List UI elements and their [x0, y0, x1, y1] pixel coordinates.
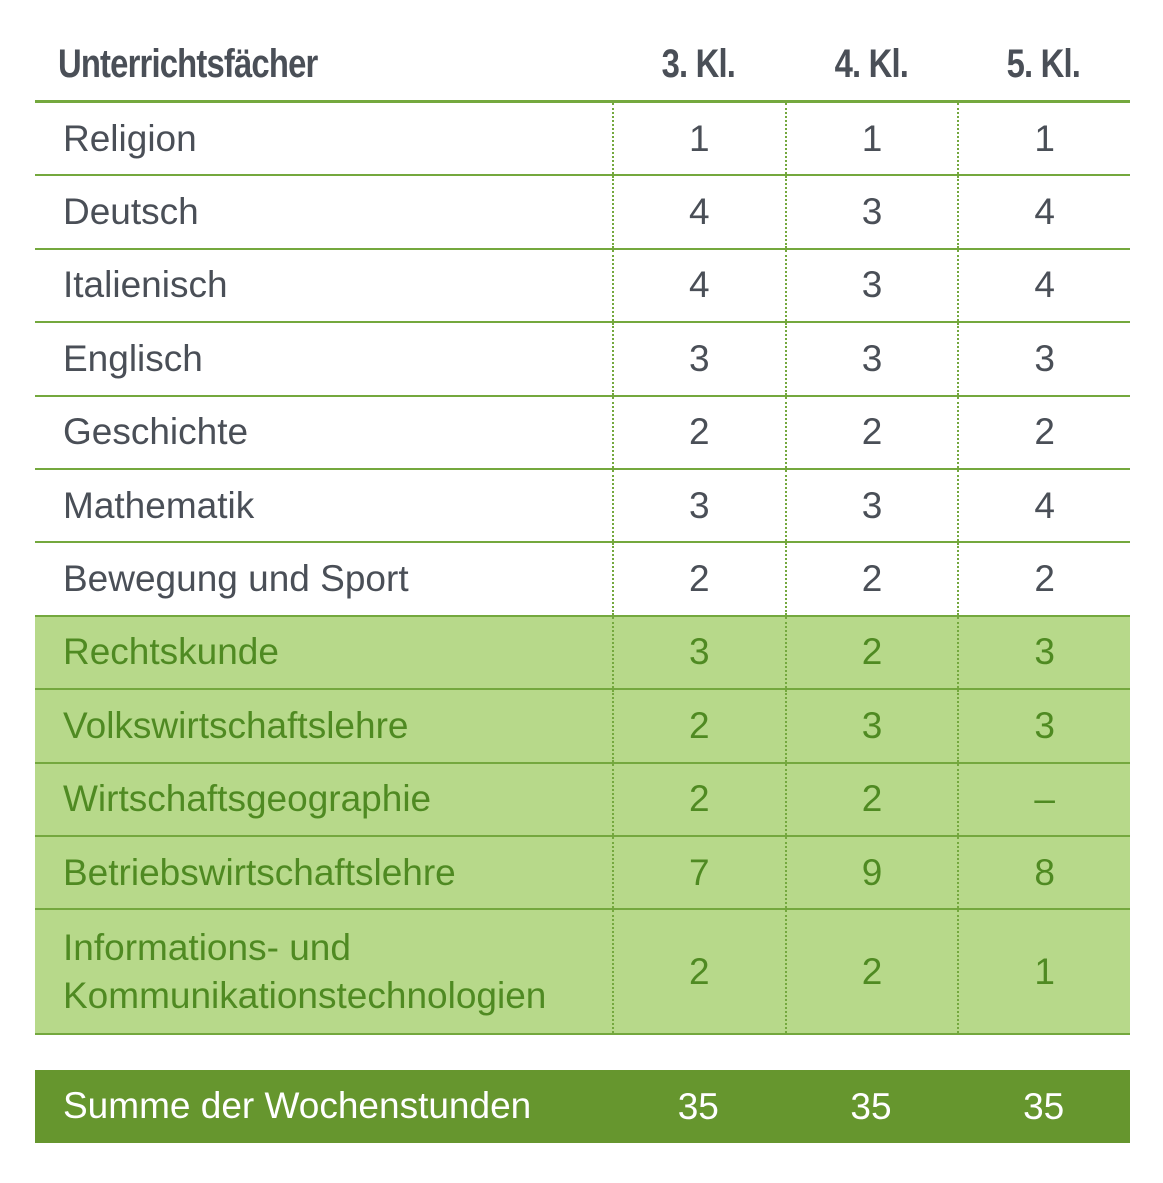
subject-name: Bewegung und Sport	[63, 557, 409, 599]
header-grade-5: 5. Kl.	[1006, 41, 1081, 86]
subject-name-line-2: Kommunikationstechnologien	[63, 974, 547, 1016]
table-row-highlighted: Informations- und Kommunikationstechnolo…	[35, 910, 1130, 1036]
table-row: Bewegung und Sport 2 2 2	[35, 543, 1130, 617]
hours-grade-3: 4	[611, 176, 785, 248]
header-grade-4: 4. Kl.	[834, 41, 908, 86]
subject-name: Geschichte	[63, 411, 249, 453]
hours-grade-4: 3	[784, 249, 958, 322]
hours-grade-4: 3	[784, 469, 958, 542]
table-row: Italienisch 4 3 4	[35, 249, 1130, 324]
hours-grade-4: 2	[784, 543, 958, 615]
subject-name-line-1: Informations- und	[63, 926, 351, 968]
subject-name: Religion	[63, 117, 197, 159]
table-row: Deutsch 4 3 4	[35, 176, 1130, 250]
hours-grade-5: 1	[957, 910, 1130, 1034]
hours-grade-4: 2	[784, 763, 958, 835]
hours-grade-4: 3	[784, 323, 958, 395]
subject-hours-table: Unterrichtsfächer 3. Kl. 4. Kl. 5. Kl. R…	[35, 28, 1130, 1036]
hours-grade-3: 3	[611, 616, 785, 689]
hours-grade-3: 2	[611, 396, 785, 468]
hours-grade-3: 4	[611, 249, 785, 322]
subject-name: Volkswirtschaftslehre	[63, 704, 409, 746]
subject-name: Rechtskunde	[63, 631, 279, 673]
subject-name: Betriebswirtschaftslehre	[63, 851, 456, 893]
hours-grade-3: 2	[611, 543, 785, 615]
total-label: Summe der Wochenstunden	[63, 1085, 532, 1127]
total-grade-3: 35	[677, 1085, 719, 1127]
header-subject: Unterrichtsfächer	[57, 42, 318, 86]
subject-name: Englisch	[63, 337, 203, 379]
table-row: Englisch 3 3 3	[35, 323, 1130, 397]
hours-grade-5: 4	[957, 469, 1130, 542]
hours-grade-4: 2	[784, 616, 958, 689]
subject-name: Informations- und Kommunikationstechnolo…	[35, 910, 612, 1033]
header-grade-3: 3. Kl.	[661, 41, 736, 86]
hours-grade-4: 3	[784, 176, 958, 248]
hours-grade-3: 3	[611, 323, 785, 395]
hours-grade-5: 3	[957, 323, 1130, 395]
hours-grade-3: 1	[611, 103, 785, 175]
hours-grade-4: 9	[784, 836, 958, 909]
total-grade-5: 35	[1023, 1085, 1065, 1127]
table-row-highlighted: Wirtschaftsgeographie 2 2 –	[35, 763, 1130, 837]
hours-grade-5: 4	[957, 176, 1130, 248]
hours-grade-3: 3	[611, 469, 785, 542]
total-grade-4: 35	[850, 1085, 892, 1127]
hours-grade-3: 2	[611, 910, 785, 1034]
table-header: Unterrichtsfächer 3. Kl. 4. Kl. 5. Kl.	[35, 28, 1130, 103]
hours-grade-4: 3	[784, 690, 958, 762]
hours-grade-5: 8	[957, 836, 1130, 909]
hours-grade-3: 2	[611, 690, 785, 762]
hours-grade-3: 2	[611, 763, 785, 835]
hours-grade-5: 2	[957, 543, 1130, 615]
hours-grade-3: 7	[611, 836, 785, 909]
subject-name: Deutsch	[63, 191, 199, 233]
hours-grade-4: 2	[784, 396, 958, 468]
subject-name: Italienisch	[63, 264, 228, 306]
subject-name: Wirtschaftsgeographie	[63, 778, 432, 820]
hours-grade-5: –	[957, 763, 1130, 835]
subject-name: Mathematik	[63, 484, 255, 526]
table-row: Religion 1 1 1	[35, 103, 1130, 177]
hours-grade-5: 3	[957, 690, 1130, 762]
table-row: Mathematik 3 3 4	[35, 469, 1130, 544]
total-row: Summe der Wochenstunden 35 35 35	[35, 1070, 1130, 1143]
table-row-highlighted: Rechtskunde 3 2 3	[35, 616, 1130, 691]
table-row-highlighted: Volkswirtschaftslehre 2 3 3	[35, 690, 1130, 764]
hours-grade-5: 1	[957, 103, 1130, 175]
hours-grade-5: 4	[957, 249, 1130, 322]
table-row-highlighted: Betriebswirtschaftslehre 7 9 8	[35, 836, 1130, 911]
hours-grade-5: 2	[957, 396, 1130, 468]
table-row: Geschichte 2 2 2	[35, 396, 1130, 470]
hours-grade-4: 1	[784, 103, 958, 175]
hours-grade-5: 3	[957, 616, 1130, 689]
hours-grade-4: 2	[784, 910, 958, 1034]
subject-name-lines: Informations- und Kommunikationstechnolo…	[63, 924, 546, 1020]
